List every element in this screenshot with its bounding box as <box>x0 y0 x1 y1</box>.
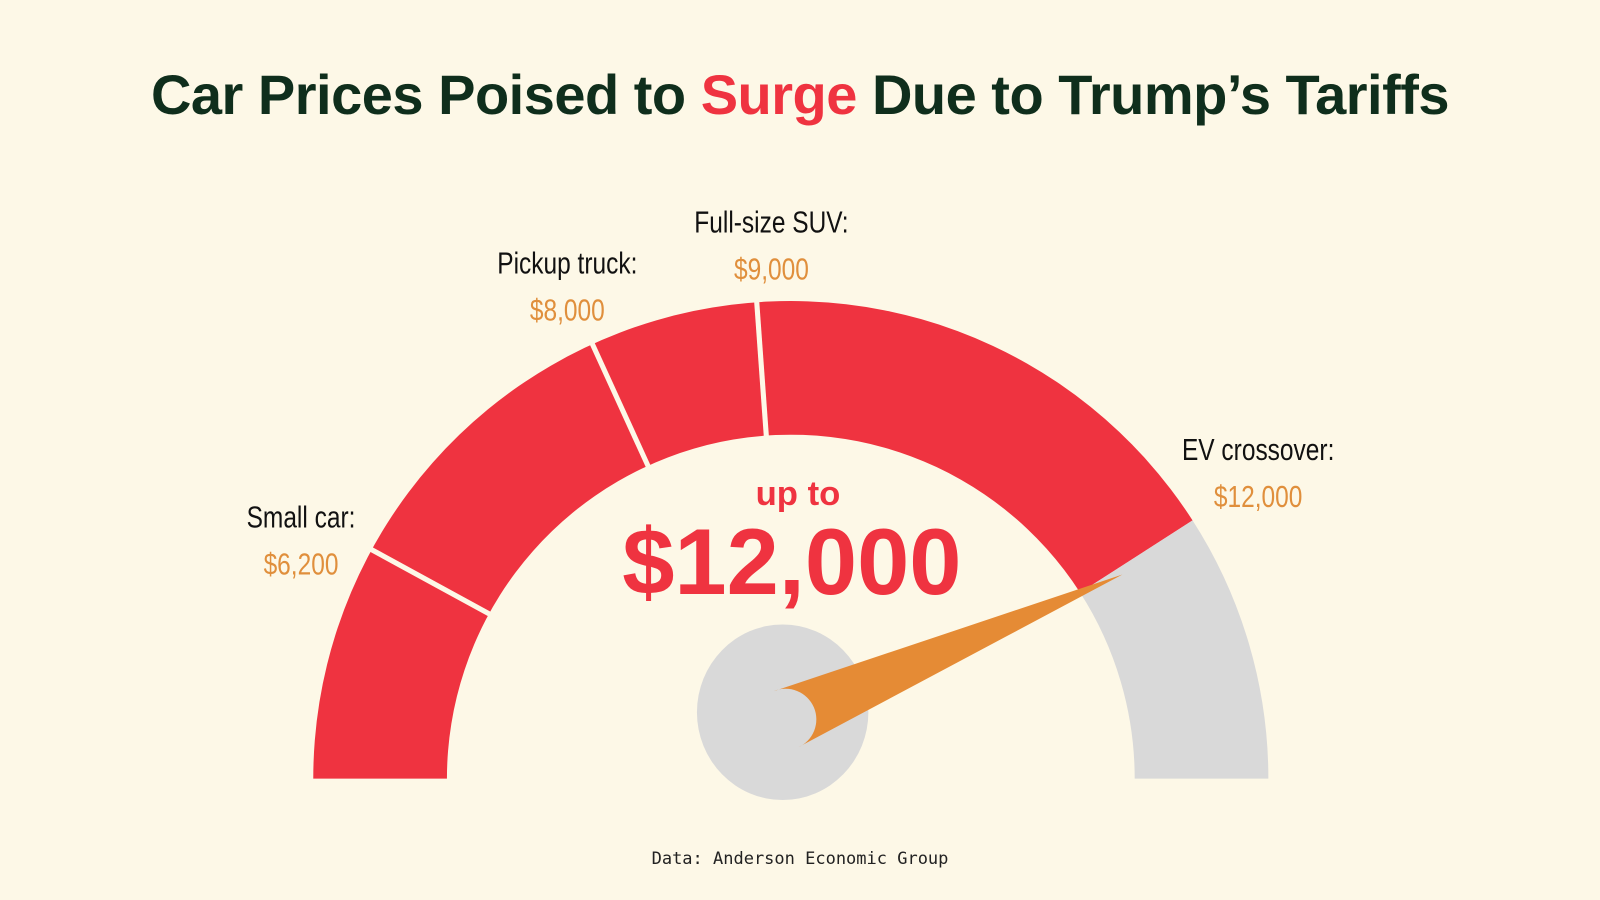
category-value: $9,000 <box>734 252 809 286</box>
category-value: $8,000 <box>530 293 605 327</box>
title-highlight: Surge <box>700 63 858 126</box>
title-text-end: Due to Trump’s Tariffs <box>856 63 1450 126</box>
gauge-red-arc <box>313 301 1193 779</box>
gauge-separator-1 <box>589 341 652 469</box>
source-note: Data: Anderson Economic Group <box>651 849 949 869</box>
category-label: Pickup truck: <box>497 246 637 280</box>
category-value: $6,200 <box>264 547 339 581</box>
category-label: Full-size SUV: <box>694 205 848 239</box>
gauge-gray-arc <box>1080 520 1269 779</box>
gauge-needle <box>773 574 1123 748</box>
title-text: Car Prices Poised to <box>150 63 701 126</box>
center-prefix: up to <box>756 475 841 513</box>
category-label: EV crossover: <box>1182 433 1334 467</box>
center-value: $12,000 <box>622 509 961 614</box>
gauge-hub <box>696 624 869 800</box>
gauge-separator-2 <box>754 300 769 438</box>
page-title: Car Prices Poised to Surge Due to Trump’… <box>0 62 1600 127</box>
category-value: $12,000 <box>1214 480 1303 514</box>
gauge-separator-0 <box>368 546 493 617</box>
category-label: Small car: <box>247 500 356 534</box>
